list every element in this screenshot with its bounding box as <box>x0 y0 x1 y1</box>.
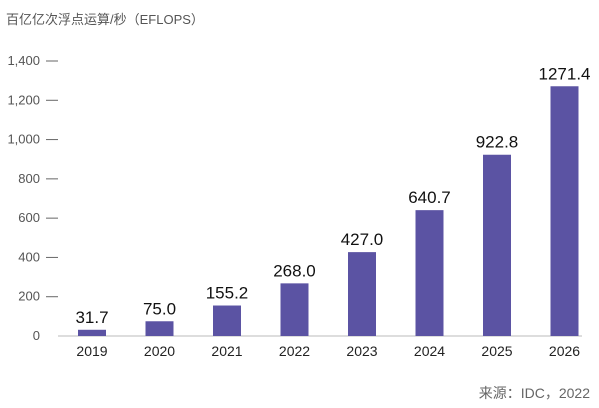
x-tick-label: 2024 <box>414 343 445 359</box>
y-tick-label: 600 <box>18 210 40 225</box>
y-tick-label: 800 <box>18 171 40 186</box>
y-tick-label: 1,400 <box>7 53 40 68</box>
x-axis: 2019 2020 2021 2022 2023 2024 2025 2026 <box>76 343 580 359</box>
x-tick-label: 2020 <box>144 343 175 359</box>
x-tick-label: 2023 <box>346 343 377 359</box>
data-label: 922.8 <box>476 133 519 152</box>
data-label: 155.2 <box>206 284 249 303</box>
x-tick-label: 2019 <box>76 343 107 359</box>
x-tick-label: 2026 <box>549 343 580 359</box>
bar-2025 <box>483 154 511 336</box>
x-tick-label: 2021 <box>211 343 242 359</box>
y-tick-label: 200 <box>18 289 40 304</box>
bar-2023 <box>348 252 376 336</box>
y-tick-label: 0 <box>33 328 40 343</box>
data-label: 268.0 <box>273 261 316 280</box>
bar-2026 <box>550 86 579 336</box>
y-axis-title: 百亿亿次浮点运算/秒（EFLOPS） <box>6 12 204 27</box>
data-label: 31.7 <box>75 308 108 327</box>
bars-group: 31.7 75.0 155.2 268.0 427.0 640.7 922.8 1271.4 <box>75 64 591 336</box>
bar-2021 <box>213 305 241 336</box>
x-tick-label: 2022 <box>279 343 310 359</box>
y-tick-label: 1,200 <box>7 92 40 107</box>
data-label: 427.0 <box>341 230 384 249</box>
data-label: 75.0 <box>143 299 176 318</box>
source-note: 来源：IDC，2022 <box>479 385 590 401</box>
x-tick-label: 2025 <box>481 343 512 359</box>
bar-2024 <box>415 210 444 336</box>
y-tick-label: 400 <box>18 249 40 264</box>
y-axis: 0 200 400 600 800 1,000 1,200 1,400 <box>7 53 58 343</box>
bar-2019 <box>78 329 106 336</box>
bar-2020 <box>145 321 174 336</box>
y-tick-label: 1,000 <box>7 132 40 147</box>
data-label: 640.7 <box>408 188 451 207</box>
data-label: 1271.4 <box>539 64 591 83</box>
bar-2022 <box>280 283 309 336</box>
